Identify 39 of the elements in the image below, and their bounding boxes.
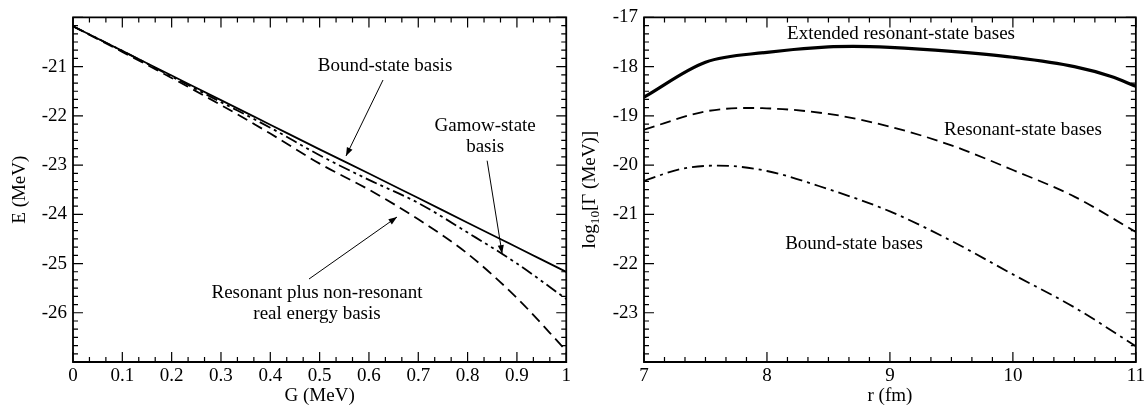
x-tick-label: 8	[762, 364, 772, 386]
x-tick-label: 9	[885, 364, 895, 386]
y-tick-label: -17	[612, 5, 638, 27]
y-tick-label: -26	[41, 300, 67, 322]
x-tick-label: 11	[1126, 364, 1145, 386]
y-axis-title: log10[Γ (MeV)]	[577, 130, 603, 249]
x-tick-label: 0.1	[110, 364, 135, 386]
x-tick-label: 1	[561, 364, 571, 386]
x-tick-label: 0	[68, 364, 78, 386]
x-tick-label: 7	[639, 364, 649, 386]
annotation: Resonant plus non-resonant real energy basis	[211, 281, 424, 324]
x-tick-label: 0.4	[258, 364, 283, 386]
y-tick-label: -18	[612, 54, 638, 76]
x-axis-title: r (fm)	[867, 383, 913, 405]
y-tick-label: -24	[41, 202, 68, 224]
y-tick-label: -25	[41, 251, 67, 273]
y-tick-label: -20	[612, 153, 638, 175]
annotation: Bound-state bases	[785, 231, 923, 253]
x-tick-label: 10	[1003, 364, 1023, 386]
x-tick-label: 0.5	[307, 364, 332, 386]
y-tick-label: -23	[612, 300, 638, 322]
y-tick-label: -22	[41, 103, 67, 125]
y-tick-label: -19	[612, 103, 638, 125]
y-tick-label: -21	[612, 202, 638, 224]
x-tick-label: 0.2	[159, 364, 184, 386]
x-tick-label: 0.8	[455, 364, 480, 386]
y-tick-label: -22	[612, 251, 638, 273]
annotation: Resonant-state bases	[944, 117, 1102, 139]
annotation: Gamow-state basis	[434, 114, 536, 157]
y-tick-label: -23	[41, 153, 67, 175]
x-tick-label: 0.7	[406, 364, 431, 386]
x-tick-label: 0.3	[209, 364, 233, 386]
x-tick-label: 0.9	[505, 364, 529, 386]
annotation: Bound-state basis	[317, 53, 453, 75]
x-axis-title: G (MeV)	[284, 383, 355, 405]
annotation: Extended resonant-state bases	[787, 21, 1015, 43]
y-tick-label: -21	[41, 54, 67, 76]
x-tick-label: 0.6	[357, 364, 381, 386]
y-axis-title: E (MeV)	[7, 155, 30, 224]
